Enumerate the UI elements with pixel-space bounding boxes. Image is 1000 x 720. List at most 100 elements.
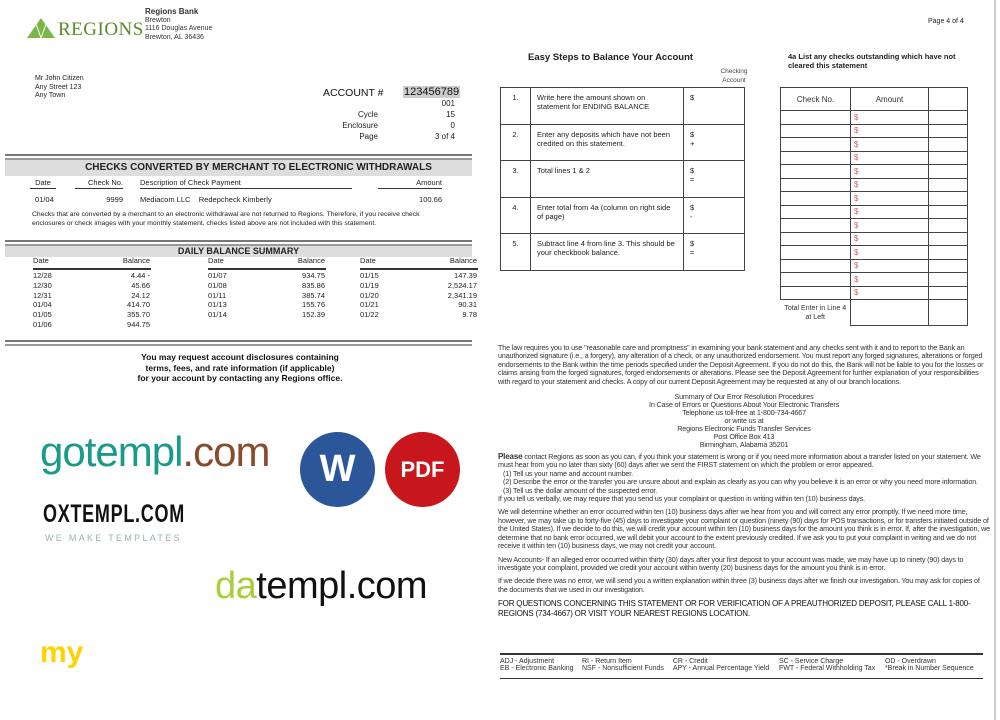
check-no-cell[interactable] <box>780 150 851 165</box>
outstanding-row[interactable]: $ <box>780 177 968 192</box>
pdf-icon[interactable]: PDF <box>385 432 460 507</box>
outstanding-row[interactable]: $ <box>780 150 968 165</box>
extra-cell[interactable] <box>928 137 968 152</box>
amount-cell[interactable]: $ <box>850 218 929 233</box>
divider <box>5 340 472 346</box>
step-amount-field[interactable]: $ <box>683 87 745 125</box>
check-no-cell[interactable] <box>780 191 851 206</box>
word-icon[interactable]: W <box>300 432 375 507</box>
cycle-label: Cycle <box>357 110 378 119</box>
outstanding-row[interactable]: $ <box>780 245 968 260</box>
daily-balance: 414.70 <box>127 300 150 310</box>
summary-line: Telephone us toll-free at 1-800-734-4667 <box>682 408 806 418</box>
step-sign: + <box>690 138 695 148</box>
amount-cell[interactable]: $ <box>850 177 929 192</box>
extra-cell[interactable] <box>928 231 968 246</box>
bank-name: Regions Bank <box>145 7 199 16</box>
amount-cell[interactable]: $ <box>850 204 929 219</box>
check-no-cell[interactable] <box>780 137 851 152</box>
daily-date: 01/22 <box>360 310 379 320</box>
extra-cell[interactable] <box>928 110 968 125</box>
logo-wordmark: REGIONS <box>58 19 144 40</box>
amount-cell[interactable]: $ <box>850 191 929 206</box>
daily-date: 01/04 <box>33 300 52 310</box>
check-no-cell[interactable] <box>780 164 851 179</box>
check-no-cell[interactable] <box>780 177 851 192</box>
col-amount: Amount <box>850 87 929 111</box>
customer-town: Any Town <box>35 92 66 99</box>
extra-cell[interactable] <box>928 245 968 260</box>
outstanding-row[interactable]: $ <box>780 123 968 138</box>
check-no-cell[interactable] <box>780 285 851 300</box>
extra-cell[interactable] <box>928 150 968 165</box>
amount-cell[interactable]: $ <box>850 164 929 179</box>
summary-line: Birmingham, Alabama 35201 <box>699 440 789 450</box>
step-row: 2. Enter any deposits which have not been… <box>500 123 745 161</box>
outstanding-row[interactable]: $ <box>780 204 968 219</box>
amount-cell[interactable]: $ <box>850 150 929 165</box>
outstanding-row[interactable]: $ <box>780 191 968 206</box>
legend-item: CR - Credit <box>672 658 708 665</box>
page-value: 3 of 4 <box>434 132 455 141</box>
check-date: 01/04 <box>35 195 54 204</box>
no-error-paragraph: If we decide there was no error, we will… <box>498 576 980 594</box>
outstanding-row[interactable]: $ <box>780 218 968 233</box>
daily-balance: 934.75 <box>302 271 325 280</box>
amount-cell[interactable]: $ <box>850 110 929 125</box>
outstanding-row[interactable]: $ <box>780 110 968 125</box>
check-no-cell[interactable] <box>780 231 851 246</box>
amount-cell[interactable]: $ <box>850 137 929 152</box>
account-label: ACCOUNT # <box>323 87 384 99</box>
list-item: (2) Describe the error or the transfer y… <box>503 477 978 487</box>
outstanding-row[interactable]: $ <box>780 272 968 287</box>
extra-cell[interactable] <box>928 123 968 138</box>
list-item: (3) Tell us the dollar amount of the sus… <box>503 485 658 495</box>
extra-cell[interactable] <box>928 218 968 233</box>
daily-balance: 835.86 <box>302 280 325 290</box>
outstanding-row[interactable]: $ <box>780 137 968 152</box>
outstanding-header: Check No. Amount <box>780 87 968 111</box>
check-no-cell[interactable] <box>780 258 851 273</box>
legend-item: EB - Electronic Banking <box>500 665 574 672</box>
step-number: 2. <box>500 123 531 161</box>
step-amount-field[interactable]: $ - <box>683 196 745 234</box>
extra-cell[interactable] <box>928 191 968 206</box>
outstanding-row[interactable]: $ <box>780 285 968 300</box>
watermark-text: da <box>215 565 257 607</box>
divider <box>33 268 151 270</box>
step-number: 5. <box>500 233 531 271</box>
check-no-cell[interactable] <box>780 110 851 125</box>
step-amount-field[interactable]: $ = <box>683 233 745 271</box>
regions-leaf-icon <box>27 18 55 39</box>
step-amount-field[interactable]: $ = <box>683 160 745 198</box>
amount-cell[interactable]: $ <box>850 231 929 246</box>
check-no-cell[interactable] <box>780 245 851 260</box>
amount-cell[interactable]: $ <box>850 258 929 273</box>
total-extra-cell[interactable] <box>928 299 968 326</box>
check-no-cell[interactable] <box>780 218 851 233</box>
amount-cell[interactable]: $ <box>850 245 929 260</box>
check-no-cell[interactable] <box>780 204 851 219</box>
col-blank <box>928 87 968 111</box>
summary-line: In Case of Errors or Questions About You… <box>648 400 840 410</box>
amount-cell[interactable]: $ <box>850 272 929 287</box>
extra-cell[interactable] <box>928 272 968 287</box>
outstanding-row[interactable]: $ <box>780 164 968 179</box>
amount-cell[interactable]: $ <box>850 123 929 138</box>
extra-cell[interactable] <box>928 177 968 192</box>
outstanding-row[interactable]: $ <box>780 258 968 273</box>
extra-cell[interactable] <box>928 164 968 179</box>
total-amount-cell[interactable] <box>850 299 929 326</box>
amount-cell[interactable]: $ <box>850 285 929 300</box>
extra-cell[interactable] <box>928 285 968 300</box>
check-no-cell[interactable] <box>780 272 851 287</box>
extra-cell[interactable] <box>928 258 968 273</box>
law-paragraph: The law requires you to use "reasonable … <box>498 343 984 386</box>
outstanding-row[interactable]: $ <box>780 231 968 246</box>
watermark-text: templ.com <box>256 565 428 607</box>
disclosure-line: terms, fees, and rate information (if ap… <box>145 362 335 373</box>
check-no-cell[interactable] <box>780 123 851 138</box>
extra-cell[interactable] <box>928 204 968 219</box>
step-amount-field[interactable]: $ + <box>683 123 745 161</box>
disclosure-line: You may request account disclosures cont… <box>141 352 339 362</box>
